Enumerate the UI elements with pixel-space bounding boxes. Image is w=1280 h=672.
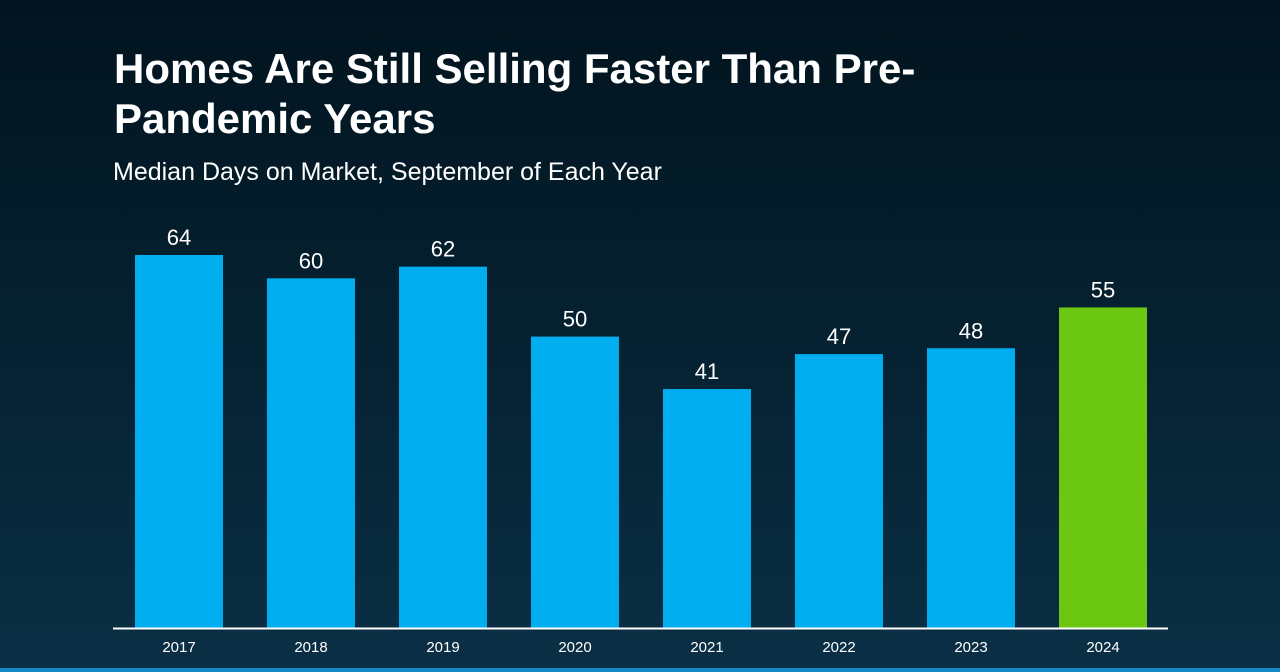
bar-2019	[399, 266, 487, 628]
bottom-accent-strip	[0, 668, 1280, 672]
data-label-2024: 55	[1091, 277, 1115, 302]
data-label-2020: 50	[563, 307, 587, 332]
x-tick-2018: 2018	[294, 639, 327, 656]
data-label-2017: 64	[167, 225, 191, 250]
bar-2017	[135, 255, 223, 628]
bar-2024	[1059, 307, 1147, 628]
bar-2018	[267, 278, 355, 628]
data-label-2018: 60	[299, 248, 323, 273]
data-label-2021: 41	[695, 359, 719, 384]
x-tick-2019: 2019	[426, 639, 459, 656]
bar-2021	[663, 389, 751, 628]
x-tick-2021: 2021	[690, 639, 723, 656]
bar-2020	[531, 336, 619, 628]
data-label-2022: 47	[827, 324, 851, 349]
data-label-2023: 48	[959, 318, 983, 343]
x-tick-2017: 2017	[162, 639, 195, 656]
bar-2023	[927, 348, 1015, 628]
x-tick-2020: 2020	[558, 639, 591, 656]
chart-title: Homes Are Still Selling Faster Than Pre-…	[114, 45, 916, 142]
data-label-2019: 62	[431, 237, 455, 262]
x-tick-2022: 2022	[822, 639, 855, 656]
x-tick-2024: 2024	[1086, 639, 1119, 656]
x-tick-2023: 2023	[954, 639, 987, 656]
bar-2022	[795, 354, 883, 628]
chart-subtitle: Median Days on Market, September of Each…	[113, 158, 662, 186]
